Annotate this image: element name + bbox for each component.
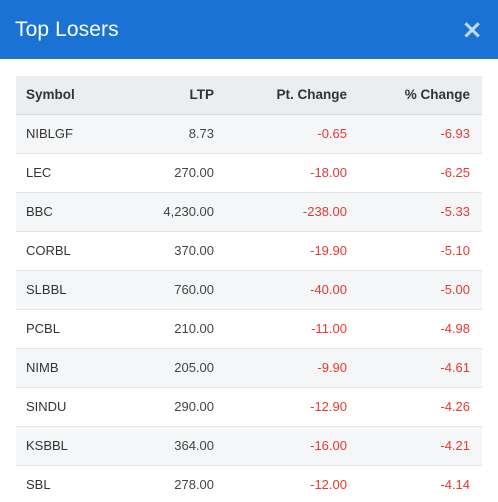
column-header-ltp[interactable]: LTP [116,76,214,115]
cell-pct-change: -4.61 [347,348,482,388]
cell-pct-change: -4.26 [347,387,482,427]
cell-ltp: 760.00 [116,270,214,310]
table-row[interactable]: NIBLGF 8.73 -0.65 -6.93 [16,114,482,154]
table-header-row: Symbol LTP Pt. Change % Change [16,76,482,115]
cell-ltp: 364.00 [116,426,214,466]
table-row[interactable]: SLBBL 760.00 -40.00 -5.00 [16,270,482,310]
cell-symbol: SLBBL [16,270,116,310]
cell-pt-change: -9.90 [214,348,347,388]
table-row[interactable]: CORBL 370.00 -19.90 -5.10 [16,231,482,271]
table-row[interactable]: NIMB 205.00 -9.90 -4.61 [16,348,482,388]
cell-ltp: 4,230.00 [116,192,214,232]
modal-title: Top Losers [15,17,119,41]
cell-pt-change: -238.00 [214,192,347,232]
cell-pt-change: -0.65 [214,114,347,154]
cell-ltp: 205.00 [116,348,214,388]
cell-ltp: 8.73 [116,114,214,154]
cell-pct-change: -5.00 [347,270,482,310]
cell-pt-change: -19.90 [214,231,347,271]
cell-pt-change: -16.00 [214,426,347,466]
table-row[interactable]: LEC 270.00 -18.00 -6.25 [16,153,482,193]
cell-pt-change: -18.00 [214,153,347,193]
cell-ltp: 278.00 [116,465,214,502]
cell-pct-change: -6.25 [347,153,482,193]
modal-header: Top Losers × [0,0,498,59]
table-row[interactable]: PCBL 210.00 -11.00 -4.98 [16,309,482,349]
cell-ltp: 210.00 [116,309,214,349]
cell-pct-change: -5.33 [347,192,482,232]
cell-pct-change: -4.14 [347,465,482,502]
cell-ltp: 370.00 [116,231,214,271]
losers-table: Symbol LTP Pt. Change % Change NIBLGF 8.7… [16,76,482,502]
cell-pct-change: -4.98 [347,309,482,349]
cell-symbol: NIMB [16,348,116,388]
cell-symbol: CORBL [16,231,116,271]
cell-ltp: 270.00 [116,153,214,193]
cell-pt-change: -12.00 [214,465,347,502]
table-body: NIBLGF 8.73 -0.65 -6.93 LEC 270.00 -18.00 -6.25… [16,114,482,502]
cell-symbol: SINDU [16,387,116,427]
cell-ltp: 290.00 [116,387,214,427]
cell-symbol: LEC [16,153,116,193]
cell-pt-change: -12.90 [214,387,347,427]
table-header: Symbol LTP Pt. Change % Change [16,76,482,115]
cell-symbol: KSBBL [16,426,116,466]
table-row[interactable]: SINDU 290.00 -12.90 -4.26 [16,387,482,427]
cell-symbol: NIBLGF [16,114,116,154]
table-row[interactable]: KSBBL 364.00 -16.00 -4.21 [16,426,482,466]
cell-pct-change: -6.93 [347,114,482,154]
cell-symbol: SBL [16,465,116,502]
column-header-pct-change[interactable]: % Change [347,76,482,115]
column-header-symbol[interactable]: Symbol [16,76,116,115]
cell-symbol: PCBL [16,309,116,349]
table-row[interactable]: SBL 278.00 -12.00 -4.14 [16,465,482,502]
cell-pt-change: -11.00 [214,309,347,349]
column-header-pt-change[interactable]: Pt. Change [214,76,347,115]
table-row[interactable]: BBC 4,230.00 -238.00 -5.33 [16,192,482,232]
cell-symbol: BBC [16,192,116,232]
cell-pt-change: -40.00 [214,270,347,310]
cell-pct-change: -5.10 [347,231,482,271]
close-icon[interactable]: × [461,14,483,45]
losers-table-container: Symbol LTP Pt. Change % Change NIBLGF 8.7… [16,76,482,502]
cell-pct-change: -4.21 [347,426,482,466]
